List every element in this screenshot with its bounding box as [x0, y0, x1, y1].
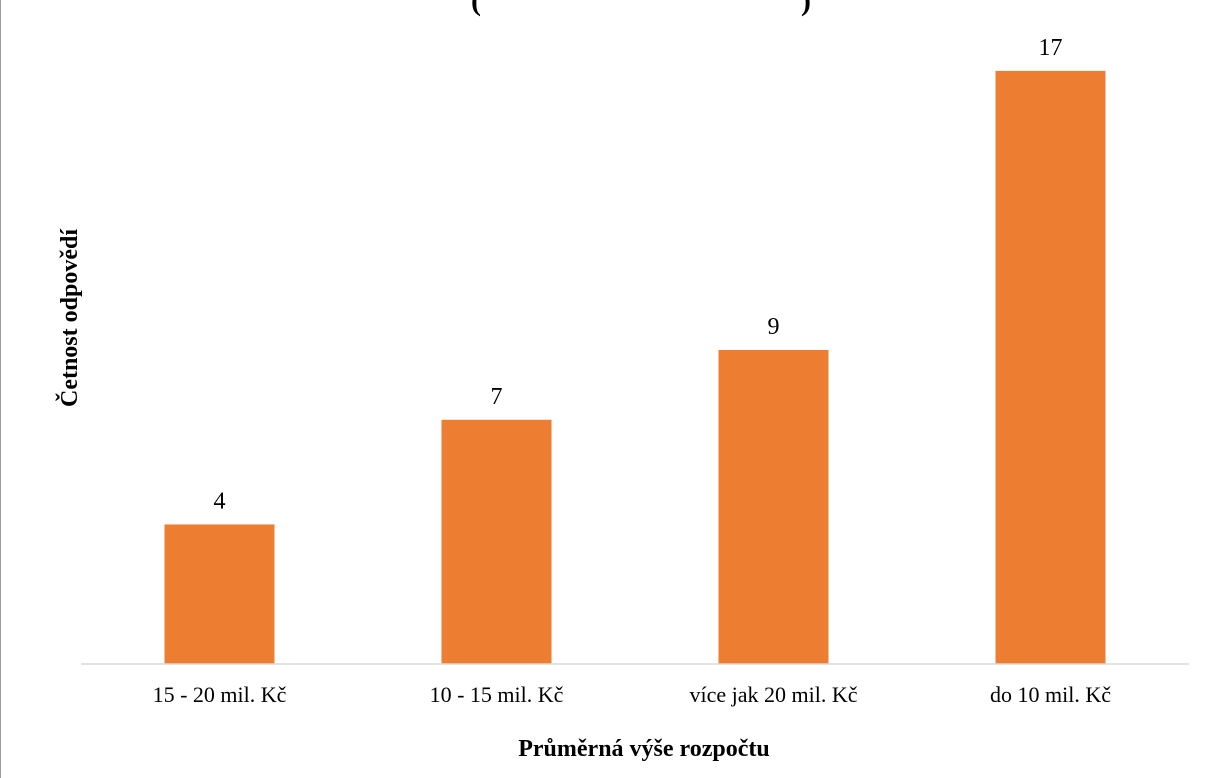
- x-tick-label-2: 10 - 15 mil. Kč: [430, 682, 564, 707]
- data-label-2: 7: [491, 384, 503, 410]
- bar-1: [164, 524, 275, 664]
- tick-labels-layer: 15 - 20 mil. Kč 10 - 15 mil. Kč více jak 2…: [153, 682, 1112, 707]
- data-label-4: 17: [1039, 35, 1063, 61]
- y-axis-title: Četnost odpovědí: [56, 229, 83, 407]
- x-axis-title: Průměrná výše rozpočtu: [518, 736, 770, 762]
- bar-3: [718, 350, 829, 664]
- chart-title-fragment-right: ): [801, 0, 811, 17]
- x-tick-label-4: do 10 mil. Kč: [990, 682, 1111, 707]
- chart-title-fragment-left: (: [471, 0, 481, 17]
- bars-layer: 4 7 9 17: [164, 35, 1106, 664]
- bar-2: [441, 419, 552, 664]
- x-tick-label-3: více jak 20 mil. Kč: [689, 682, 857, 707]
- x-tick-label-1: 15 - 20 mil. Kč: [153, 682, 287, 707]
- bar-4: [995, 70, 1106, 664]
- data-label-3: 9: [768, 314, 780, 340]
- data-label-1: 4: [214, 488, 226, 514]
